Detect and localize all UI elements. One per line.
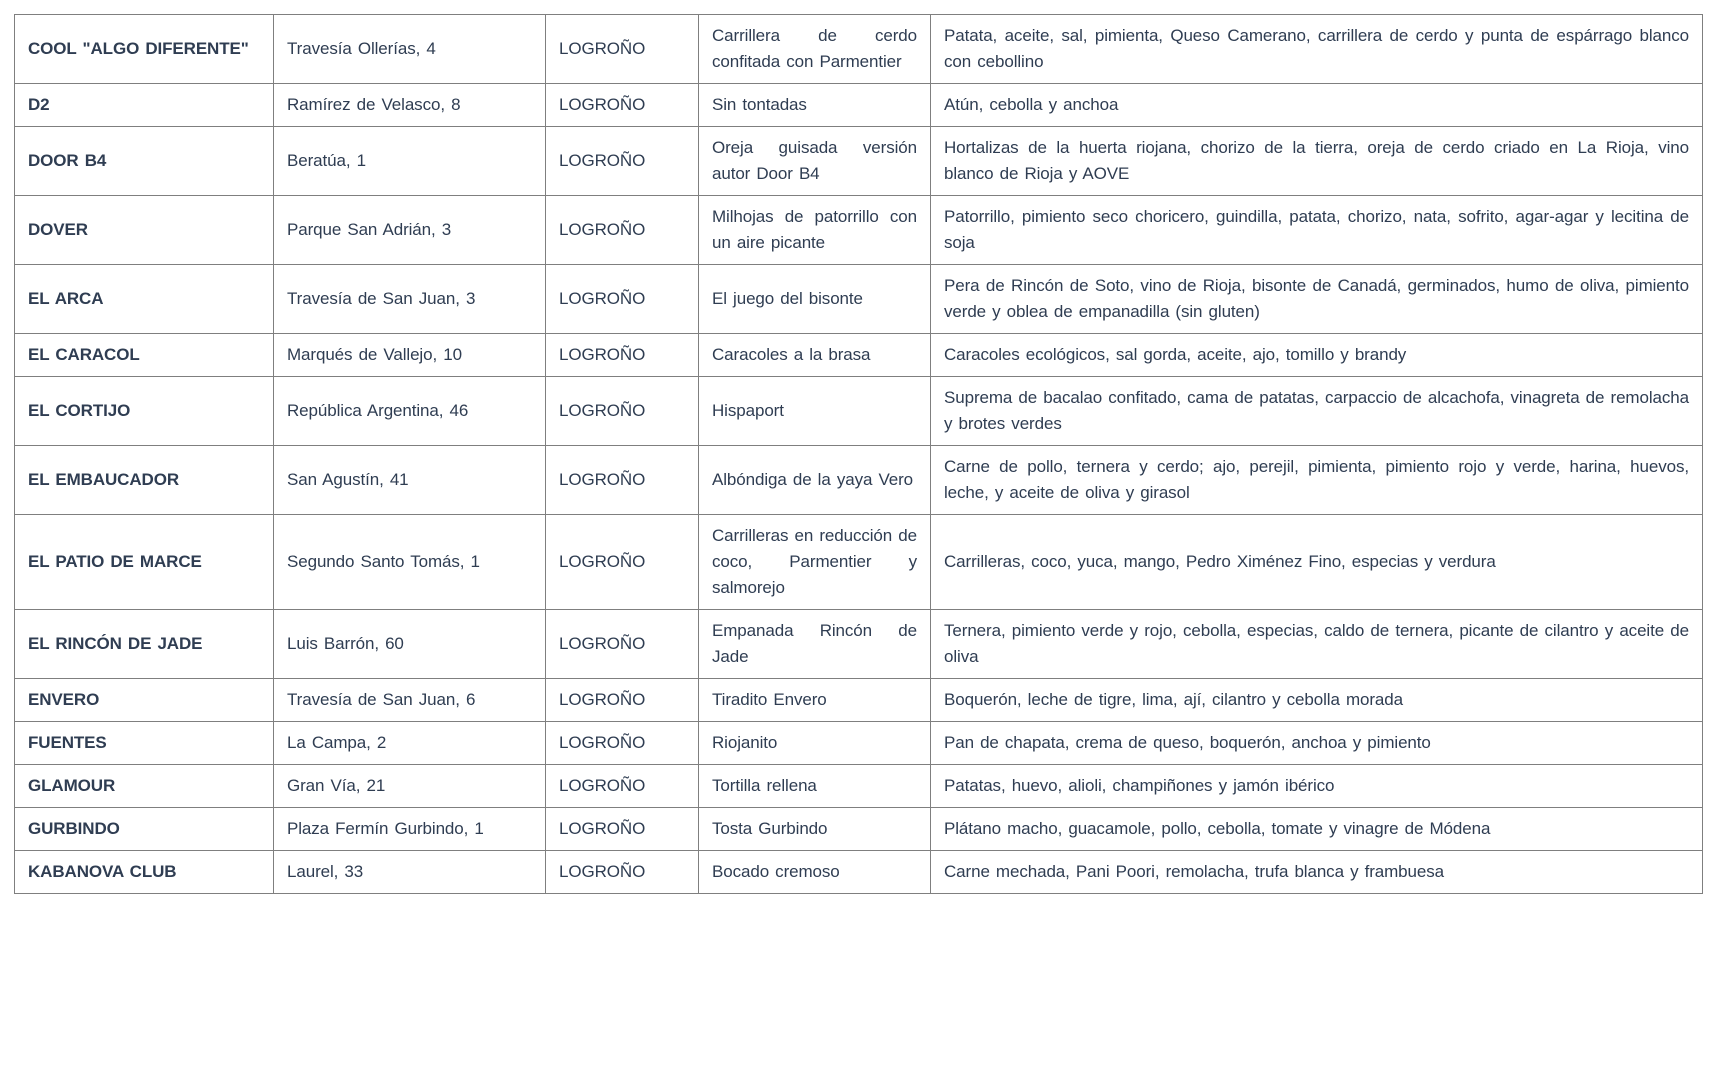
dish-cell: Sin tontadas bbox=[698, 83, 931, 127]
table-row: GLAMOUR Gran Vía, 21 LOGROÑO Tortilla re… bbox=[14, 764, 1703, 808]
city-cell: LOGROÑO bbox=[545, 807, 699, 851]
restaurant-name-cell: EL RINCÓN DE JADE bbox=[14, 609, 274, 679]
ingredients-cell: Patorrillo, pimiento seco choricero, gui… bbox=[930, 195, 1703, 265]
dish-cell: Albóndiga de la yaya Vero bbox=[698, 445, 931, 515]
dish-cell: Oreja guisada versión autor Door B4 bbox=[698, 126, 931, 196]
address-cell: Ramírez de Velasco, 8 bbox=[273, 83, 546, 127]
table-row: ENVERO Travesía de San Juan, 6 LOGROÑO T… bbox=[14, 678, 1703, 722]
city-cell: LOGROÑO bbox=[545, 764, 699, 808]
city-cell: LOGROÑO bbox=[545, 264, 699, 334]
city-cell: LOGROÑO bbox=[545, 445, 699, 515]
address-cell: Travesía de San Juan, 6 bbox=[273, 678, 546, 722]
dish-cell: El juego del bisonte bbox=[698, 264, 931, 334]
dish-cell: Bocado cremoso bbox=[698, 850, 931, 894]
city-cell: LOGROÑO bbox=[545, 514, 699, 610]
ingredients-cell: Carne de pollo, ternera y cerdo; ajo, pe… bbox=[930, 445, 1703, 515]
table-row: EL PATIO DE MARCE Segundo Santo Tomás, 1… bbox=[14, 514, 1703, 610]
ingredients-cell: Pera de Rincón de Soto, vino de Rioja, b… bbox=[930, 264, 1703, 334]
table-row: COOL "ALGO DIFERENTE" Travesía Ollerías,… bbox=[14, 14, 1703, 84]
city-cell: LOGROÑO bbox=[545, 195, 699, 265]
address-cell: La Campa, 2 bbox=[273, 721, 546, 765]
dish-cell: Carrillera de cerdo confitada con Parmen… bbox=[698, 14, 931, 84]
address-cell: San Agustín, 41 bbox=[273, 445, 546, 515]
table-row: EL EMBAUCADOR San Agustín, 41 LOGROÑO Al… bbox=[14, 445, 1703, 515]
dish-cell: Hispaport bbox=[698, 376, 931, 446]
restaurant-name-cell: EL CARACOL bbox=[14, 333, 274, 377]
restaurant-name-cell: EL CORTIJO bbox=[14, 376, 274, 446]
dish-cell: Tosta Gurbindo bbox=[698, 807, 931, 851]
table-row: GURBINDO Plaza Fermín Gurbindo, 1 LOGROÑ… bbox=[14, 807, 1703, 851]
dish-cell: Tortilla rellena bbox=[698, 764, 931, 808]
address-cell: Luis Barrón, 60 bbox=[273, 609, 546, 679]
restaurant-name-cell: GLAMOUR bbox=[14, 764, 274, 808]
city-cell: LOGROÑO bbox=[545, 609, 699, 679]
restaurant-name-cell: D2 bbox=[14, 83, 274, 127]
ingredients-cell: Plátano macho, guacamole, pollo, cebolla… bbox=[930, 807, 1703, 851]
ingredients-cell: Atún, cebolla y anchoa bbox=[930, 83, 1703, 127]
table-body: COOL "ALGO DIFERENTE" Travesía Ollerías,… bbox=[14, 14, 1703, 894]
address-cell: Travesía de San Juan, 3 bbox=[273, 264, 546, 334]
ingredients-cell: Boquerón, leche de tigre, lima, ají, cil… bbox=[930, 678, 1703, 722]
table-row: EL ARCA Travesía de San Juan, 3 LOGROÑO … bbox=[14, 264, 1703, 334]
dish-cell: Carrilleras en reducción de coco, Parmen… bbox=[698, 514, 931, 610]
city-cell: LOGROÑO bbox=[545, 721, 699, 765]
restaurant-name-cell: DOVER bbox=[14, 195, 274, 265]
address-cell: Parque San Adrián, 3 bbox=[273, 195, 546, 265]
restaurant-name-cell: EL ARCA bbox=[14, 264, 274, 334]
table-row: FUENTES La Campa, 2 LOGROÑO Riojanito Pa… bbox=[14, 721, 1703, 765]
city-cell: LOGROÑO bbox=[545, 333, 699, 377]
ingredients-cell: Carrilleras, coco, yuca, mango, Pedro Xi… bbox=[930, 514, 1703, 610]
ingredients-cell: Hortalizas de la huerta riojana, chorizo… bbox=[930, 126, 1703, 196]
ingredients-cell: Ternera, pimiento verde y rojo, cebolla,… bbox=[930, 609, 1703, 679]
restaurant-name-cell: ENVERO bbox=[14, 678, 274, 722]
ingredients-cell: Caracoles ecológicos, sal gorda, aceite,… bbox=[930, 333, 1703, 377]
address-cell: República Argentina, 46 bbox=[273, 376, 546, 446]
restaurants-table: COOL "ALGO DIFERENTE" Travesía Ollerías,… bbox=[14, 14, 1703, 894]
city-cell: LOGROÑO bbox=[545, 376, 699, 446]
ingredients-cell: Pan de chapata, crema de queso, boquerón… bbox=[930, 721, 1703, 765]
table-row: DOVER Parque San Adrián, 3 LOGROÑO Milho… bbox=[14, 195, 1703, 265]
ingredients-cell: Carne mechada, Pani Poori, remolacha, tr… bbox=[930, 850, 1703, 894]
restaurant-name-cell: EL PATIO DE MARCE bbox=[14, 514, 274, 610]
dish-cell: Riojanito bbox=[698, 721, 931, 765]
dish-cell: Empanada Rincón de Jade bbox=[698, 609, 931, 679]
address-cell: Laurel, 33 bbox=[273, 850, 546, 894]
dish-cell: Tiradito Envero bbox=[698, 678, 931, 722]
restaurant-name-cell: FUENTES bbox=[14, 721, 274, 765]
table-row: EL CORTIJO República Argentina, 46 LOGRO… bbox=[14, 376, 1703, 446]
ingredients-cell: Suprema de bacalao confitado, cama de pa… bbox=[930, 376, 1703, 446]
table-row: EL CARACOL Marqués de Vallejo, 10 LOGROÑ… bbox=[14, 333, 1703, 377]
dish-cell: Caracoles a la brasa bbox=[698, 333, 931, 377]
restaurant-name-cell: COOL "ALGO DIFERENTE" bbox=[14, 14, 274, 84]
city-cell: LOGROÑO bbox=[545, 126, 699, 196]
table-row: D2 Ramírez de Velasco, 8 LOGROÑO Sin ton… bbox=[14, 83, 1703, 127]
table-row: KABANOVA CLUB Laurel, 33 LOGROÑO Bocado … bbox=[14, 850, 1703, 894]
address-cell: Gran Vía, 21 bbox=[273, 764, 546, 808]
city-cell: LOGROÑO bbox=[545, 850, 699, 894]
restaurant-name-cell: EL EMBAUCADOR bbox=[14, 445, 274, 515]
restaurant-name-cell: GURBINDO bbox=[14, 807, 274, 851]
ingredients-cell: Patatas, huevo, alioli, champiñones y ja… bbox=[930, 764, 1703, 808]
ingredients-cell: Patata, aceite, sal, pimienta, Queso Cam… bbox=[930, 14, 1703, 84]
city-cell: LOGROÑO bbox=[545, 83, 699, 127]
address-cell: Travesía Ollerías, 4 bbox=[273, 14, 546, 84]
address-cell: Plaza Fermín Gurbindo, 1 bbox=[273, 807, 546, 851]
restaurant-name-cell: KABANOVA CLUB bbox=[14, 850, 274, 894]
city-cell: LOGROÑO bbox=[545, 14, 699, 84]
address-cell: Beratúa, 1 bbox=[273, 126, 546, 196]
dish-cell: Milhojas de patorrillo con un aire pican… bbox=[698, 195, 931, 265]
address-cell: Marqués de Vallejo, 10 bbox=[273, 333, 546, 377]
table-row: DOOR B4 Beratúa, 1 LOGROÑO Oreja guisada… bbox=[14, 126, 1703, 196]
city-cell: LOGROÑO bbox=[545, 678, 699, 722]
table-row: EL RINCÓN DE JADE Luis Barrón, 60 LOGROÑ… bbox=[14, 609, 1703, 679]
restaurant-name-cell: DOOR B4 bbox=[14, 126, 274, 196]
address-cell: Segundo Santo Tomás, 1 bbox=[273, 514, 546, 610]
